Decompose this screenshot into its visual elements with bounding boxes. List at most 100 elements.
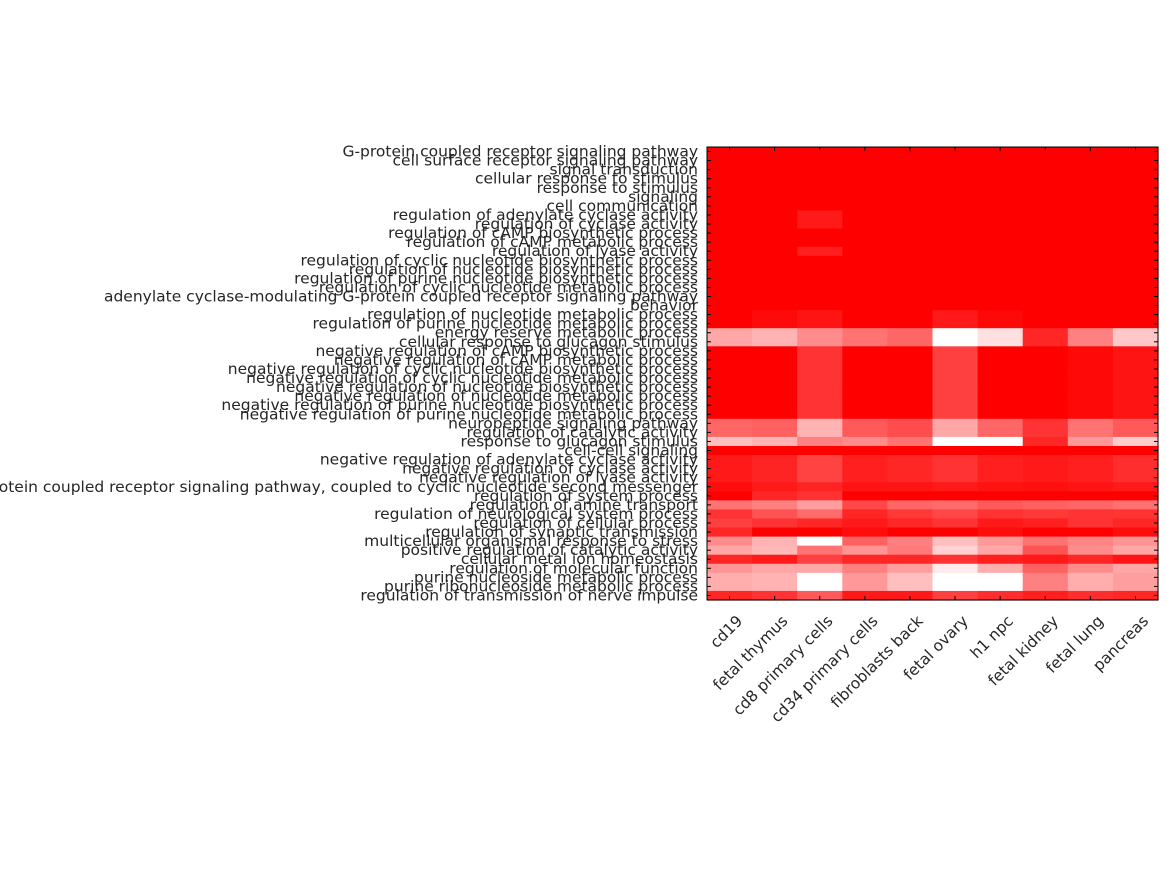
heatmap-cell	[1067, 364, 1114, 375]
heatmap-cell	[887, 310, 934, 320]
heatmap-cell	[752, 310, 798, 320]
heatmap-cell	[932, 264, 979, 275]
heatmap-cell	[797, 545, 843, 556]
heatmap-cell	[887, 291, 934, 302]
heatmap-cell	[1112, 554, 1159, 565]
heatmap-cell	[1022, 427, 1069, 438]
heatmap-cell	[1022, 174, 1069, 184]
row-label: cell-cell signaling	[564, 442, 698, 460]
heatmap-cell	[1112, 482, 1159, 492]
heatmap-cell	[797, 400, 843, 411]
row-label: regulation of cAMP biosynthetic process	[388, 224, 698, 242]
heatmap-cell	[932, 563, 979, 574]
heatmap-cell	[977, 273, 1024, 284]
heatmap-cell	[752, 563, 798, 574]
heatmap-cell	[932, 554, 979, 565]
heatmap-cell	[932, 346, 979, 356]
heatmap-cell	[797, 527, 843, 538]
heatmap-cell	[1112, 310, 1159, 320]
heatmap-cell	[797, 382, 843, 393]
row-label: multicellular organismal response to str…	[364, 532, 698, 550]
heatmap-cell	[887, 418, 934, 429]
heatmap-cell	[887, 328, 934, 338]
heatmap-cell	[977, 572, 1024, 583]
heatmap-cell	[797, 536, 843, 547]
heatmap-cell	[977, 319, 1024, 329]
heatmap-cell	[977, 581, 1024, 592]
heatmap-cell	[932, 545, 979, 556]
heatmap-cell	[977, 500, 1024, 510]
heatmap-cell	[1067, 346, 1114, 356]
heatmap-cell	[797, 291, 843, 302]
heatmap-cell	[797, 500, 843, 510]
heatmap-cell	[1022, 572, 1069, 583]
heatmap-cell	[1067, 563, 1114, 574]
heatmap-cell	[1112, 192, 1159, 202]
heatmap-cell	[887, 264, 934, 275]
heatmap-cell	[707, 518, 753, 529]
heatmap-cell	[1112, 328, 1159, 338]
heatmap-cell	[1112, 563, 1159, 574]
heatmap-cell	[887, 255, 934, 266]
heatmap-cell	[932, 228, 979, 239]
heatmap-cell	[797, 319, 843, 329]
heatmap-cell	[1022, 436, 1069, 447]
heatmap-cell	[887, 545, 934, 556]
heatmap-cell	[1112, 183, 1159, 193]
heatmap-cell	[842, 319, 888, 329]
heatmap-cell	[1022, 291, 1069, 302]
heatmap-cell	[707, 219, 753, 230]
heatmap-cell	[1022, 156, 1069, 166]
heatmap-cell	[797, 409, 843, 420]
heatmap-cell	[842, 310, 888, 320]
heatmap-cell	[932, 455, 979, 465]
heatmap-cell	[752, 174, 798, 184]
heatmap-cell	[752, 346, 798, 356]
heatmap-cell	[1022, 346, 1069, 356]
heatmap-cell	[932, 246, 979, 257]
heatmap-cell	[1112, 255, 1159, 266]
heatmap-cell	[752, 282, 798, 293]
heatmap-cell	[707, 201, 753, 212]
heatmap-cell	[932, 391, 979, 402]
heatmap-cell	[977, 183, 1024, 193]
heatmap-cell	[1022, 554, 1069, 565]
row-label: regulation of system process	[474, 487, 698, 505]
heatmap-cell	[752, 554, 798, 565]
heatmap-cell	[797, 590, 843, 601]
heatmap-cell	[1022, 373, 1069, 384]
heatmap-cell	[707, 210, 753, 221]
heatmap-cell	[932, 445, 979, 456]
heatmap-cell	[797, 183, 843, 193]
heatmap-cell	[1022, 210, 1069, 221]
heatmap-cell	[887, 364, 934, 375]
heatmap-cell	[977, 518, 1024, 529]
heatmap-cell	[842, 527, 888, 538]
heatmap-cell	[842, 382, 888, 393]
heatmap-cell	[887, 563, 934, 574]
heatmap-cell	[887, 536, 934, 547]
heatmap-cell	[932, 464, 979, 474]
heatmap-cell	[977, 418, 1024, 429]
heatmap-cell	[707, 310, 753, 320]
heatmap-cell	[752, 301, 798, 311]
heatmap-cell	[1067, 554, 1114, 565]
heatmap-cell	[1067, 400, 1114, 411]
heatmap-cell	[842, 518, 888, 529]
heatmap-cell	[842, 165, 888, 175]
heatmap-cell	[977, 210, 1024, 221]
heatmap-cell	[1022, 527, 1069, 538]
heatmap-cell	[707, 563, 753, 574]
heatmap-cell	[752, 518, 798, 529]
heatmap-cell	[1112, 201, 1159, 212]
heatmap-cell	[932, 282, 979, 293]
heatmap-cell	[842, 228, 888, 239]
row-labels: G-protein coupled receptor signaling pat…	[0, 143, 699, 605]
heatmap-cell	[1067, 282, 1114, 293]
heatmap-cell	[1112, 355, 1159, 366]
heatmap-cell	[977, 545, 1024, 556]
heatmap-cell	[932, 509, 979, 520]
heatmap-cell	[707, 301, 753, 311]
heatmap-cell	[977, 445, 1024, 456]
heatmap-cell	[1112, 418, 1159, 429]
